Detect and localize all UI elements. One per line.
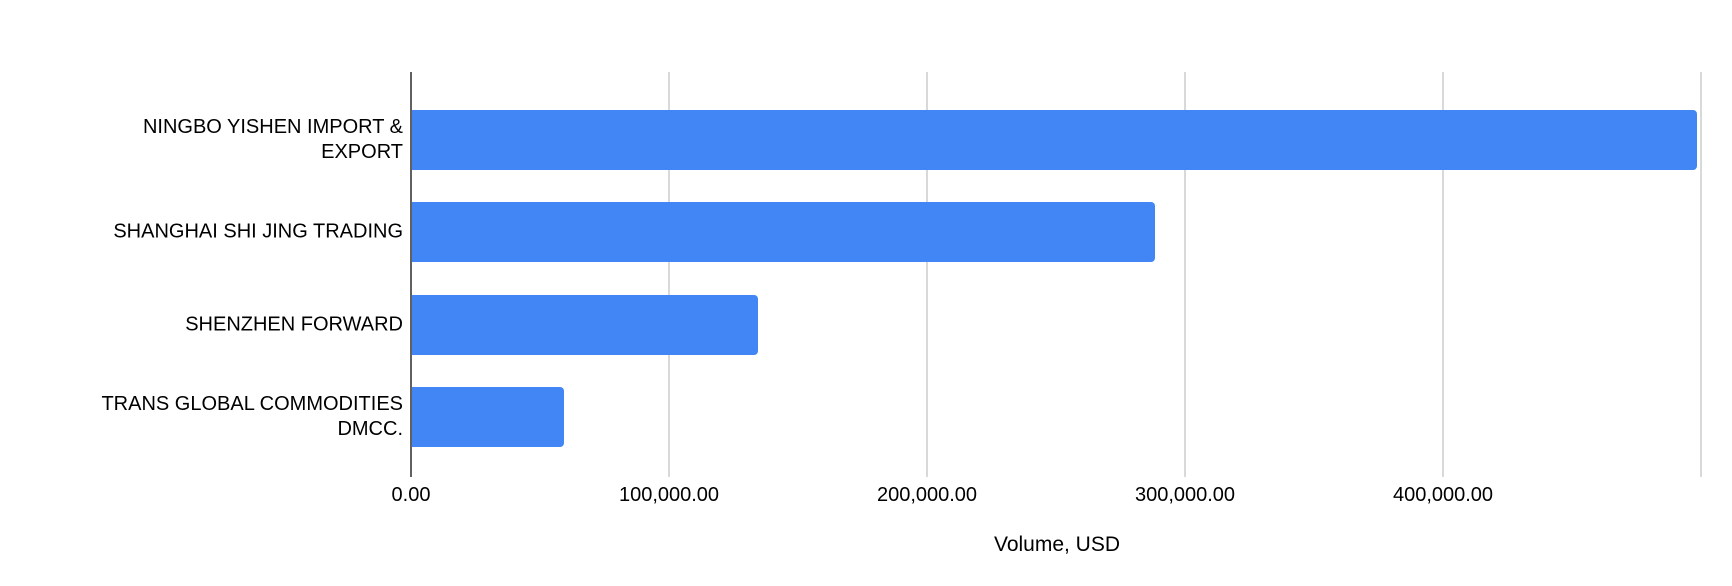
- x-tick-label: 300,000.00: [1134, 484, 1236, 506]
- x-tick-label: 400,000.00: [1392, 484, 1494, 506]
- category-label-line: SHANGHAI SHI JING TRADING: [113, 220, 403, 243]
- bar[interactable]: [412, 202, 1156, 263]
- gridline: [1184, 72, 1186, 477]
- x-axis-title: Volume, USD: [993, 533, 1121, 556]
- gridline: [926, 72, 928, 477]
- category-label: SHENZHEN FORWARD: [88, 312, 403, 337]
- category-label-line: DMCC.: [337, 417, 403, 440]
- plot-area: [410, 72, 1703, 477]
- category-axis-labels: NINGBO YISHEN IMPORT & EXPORT SHANGHAI SHI…: [88, 72, 403, 477]
- gridline: [1700, 72, 1702, 477]
- axis-baseline: [410, 72, 412, 477]
- category-label-line: EXPORT: [321, 141, 403, 164]
- x-tick-label: 0.00: [391, 484, 431, 506]
- category-label: TRANS GLOBAL COMMODITIES DMCC.: [88, 392, 403, 442]
- gridline: [668, 72, 670, 477]
- category-label-line: NINGBO YISHEN IMPORT &: [142, 116, 403, 139]
- category-label-line: TRANS GLOBAL COMMODITIES: [101, 392, 403, 415]
- bar[interactable]: [412, 386, 565, 447]
- bar[interactable]: [412, 110, 1697, 171]
- category-label: SHANGHAI SHI JING TRADING: [88, 220, 403, 245]
- gridline: [1442, 72, 1444, 477]
- bar[interactable]: [412, 294, 758, 355]
- category-label-line: SHENZHEN FORWARD: [185, 313, 403, 336]
- x-tick-label: 200,000.00: [876, 484, 978, 506]
- category-label: NINGBO YISHEN IMPORT & EXPORT: [88, 115, 403, 165]
- x-tick-label: 100,000.00: [618, 484, 720, 506]
